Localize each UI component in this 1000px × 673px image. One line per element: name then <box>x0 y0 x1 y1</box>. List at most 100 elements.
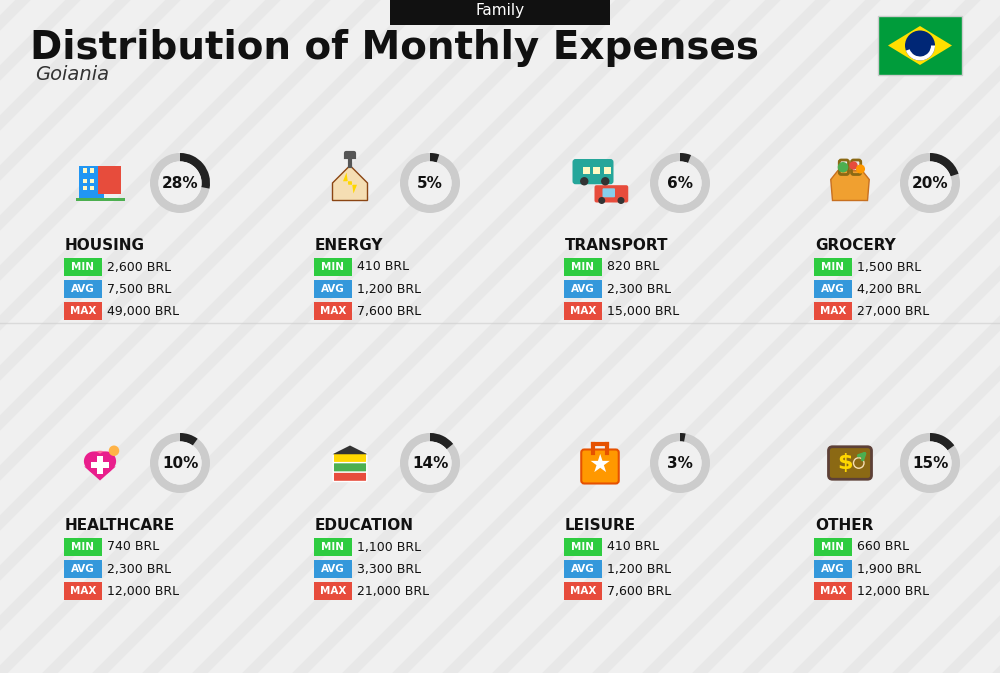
FancyBboxPatch shape <box>98 166 121 194</box>
Circle shape <box>408 162 452 205</box>
Text: MIN: MIN <box>822 542 844 552</box>
Text: AVG: AVG <box>321 564 345 574</box>
Wedge shape <box>400 153 460 213</box>
Text: MIN: MIN <box>822 262 844 272</box>
Text: 3,300 BRL: 3,300 BRL <box>357 563 421 575</box>
Text: MIN: MIN <box>72 262 94 272</box>
Circle shape <box>849 162 858 170</box>
Text: 7,600 BRL: 7,600 BRL <box>607 584 671 598</box>
FancyBboxPatch shape <box>390 0 610 25</box>
Text: MIN: MIN <box>572 542 594 552</box>
Text: 660 BRL: 660 BRL <box>857 540 909 553</box>
FancyBboxPatch shape <box>314 258 352 276</box>
Text: MAX: MAX <box>320 306 346 316</box>
FancyBboxPatch shape <box>333 453 367 462</box>
Wedge shape <box>900 433 960 493</box>
FancyBboxPatch shape <box>90 186 94 190</box>
FancyBboxPatch shape <box>333 472 367 481</box>
Wedge shape <box>400 433 460 493</box>
FancyBboxPatch shape <box>90 179 94 183</box>
FancyBboxPatch shape <box>64 582 102 600</box>
Text: MAX: MAX <box>570 586 596 596</box>
Text: AVG: AVG <box>321 284 345 294</box>
FancyBboxPatch shape <box>346 453 354 456</box>
Text: MAX: MAX <box>820 586 846 596</box>
Circle shape <box>580 177 588 186</box>
Text: ENERGY: ENERGY <box>315 238 384 252</box>
Text: 1,200 BRL: 1,200 BRL <box>357 283 421 295</box>
Circle shape <box>908 162 952 205</box>
FancyBboxPatch shape <box>878 16 962 75</box>
Text: ★: ★ <box>589 453 611 476</box>
FancyBboxPatch shape <box>82 168 87 172</box>
Text: 2,600 BRL: 2,600 BRL <box>107 260 171 273</box>
Text: 14%: 14% <box>412 456 448 470</box>
Text: Distribution of Monthly Expenses: Distribution of Monthly Expenses <box>30 29 759 67</box>
Polygon shape <box>332 166 368 201</box>
Text: 6%: 6% <box>667 176 693 190</box>
Text: 4,200 BRL: 4,200 BRL <box>857 283 921 295</box>
Text: AVG: AVG <box>821 284 845 294</box>
Circle shape <box>838 162 848 172</box>
Text: $: $ <box>837 453 852 473</box>
Text: 7,500 BRL: 7,500 BRL <box>107 283 171 295</box>
Text: 410 BRL: 410 BRL <box>607 540 659 553</box>
FancyBboxPatch shape <box>564 538 602 556</box>
Circle shape <box>856 164 865 174</box>
FancyBboxPatch shape <box>814 538 852 556</box>
FancyBboxPatch shape <box>314 302 352 320</box>
FancyBboxPatch shape <box>564 280 602 298</box>
FancyBboxPatch shape <box>581 450 619 483</box>
FancyBboxPatch shape <box>314 280 352 298</box>
Polygon shape <box>343 172 357 194</box>
Text: 1,200 BRL: 1,200 BRL <box>607 563 671 575</box>
FancyBboxPatch shape <box>64 538 102 556</box>
Text: 12,000 BRL: 12,000 BRL <box>107 584 179 598</box>
Circle shape <box>109 446 119 456</box>
Circle shape <box>84 452 104 471</box>
Text: GROCERY: GROCERY <box>815 238 896 252</box>
Text: MIN: MIN <box>322 542 344 552</box>
Wedge shape <box>900 153 960 213</box>
Text: MAX: MAX <box>570 306 596 316</box>
FancyBboxPatch shape <box>314 582 352 600</box>
FancyBboxPatch shape <box>564 560 602 578</box>
Text: 28%: 28% <box>162 176 198 190</box>
Circle shape <box>408 441 452 485</box>
Text: MIN: MIN <box>322 262 344 272</box>
Text: MAX: MAX <box>70 586 96 596</box>
Polygon shape <box>84 466 116 481</box>
Wedge shape <box>680 153 691 163</box>
Wedge shape <box>150 153 210 213</box>
Text: 15%: 15% <box>912 456 948 470</box>
Text: AVG: AVG <box>71 564 95 574</box>
FancyBboxPatch shape <box>572 159 614 184</box>
FancyBboxPatch shape <box>90 168 94 172</box>
Text: AVG: AVG <box>571 284 595 294</box>
FancyBboxPatch shape <box>333 462 367 472</box>
FancyBboxPatch shape <box>564 302 602 320</box>
Circle shape <box>158 441 202 485</box>
Circle shape <box>158 162 202 205</box>
Text: 410 BRL: 410 BRL <box>357 260 409 273</box>
Text: 2,300 BRL: 2,300 BRL <box>107 563 171 575</box>
FancyBboxPatch shape <box>64 280 102 298</box>
Text: MAX: MAX <box>820 306 846 316</box>
Text: OTHER: OTHER <box>815 518 873 532</box>
Text: 7,600 BRL: 7,600 BRL <box>357 304 421 318</box>
Circle shape <box>658 441 702 485</box>
Text: AVG: AVG <box>821 564 845 574</box>
FancyBboxPatch shape <box>582 166 590 174</box>
Text: 1,100 BRL: 1,100 BRL <box>357 540 421 553</box>
FancyBboxPatch shape <box>314 538 352 556</box>
FancyBboxPatch shape <box>828 447 872 479</box>
FancyBboxPatch shape <box>64 302 102 320</box>
Text: 2,300 BRL: 2,300 BRL <box>607 283 671 295</box>
FancyBboxPatch shape <box>314 560 352 578</box>
Wedge shape <box>150 433 210 493</box>
FancyBboxPatch shape <box>97 456 103 474</box>
Polygon shape <box>332 446 368 454</box>
Text: MIN: MIN <box>72 542 94 552</box>
Text: 820 BRL: 820 BRL <box>607 260 659 273</box>
Text: 1,500 BRL: 1,500 BRL <box>857 260 921 273</box>
